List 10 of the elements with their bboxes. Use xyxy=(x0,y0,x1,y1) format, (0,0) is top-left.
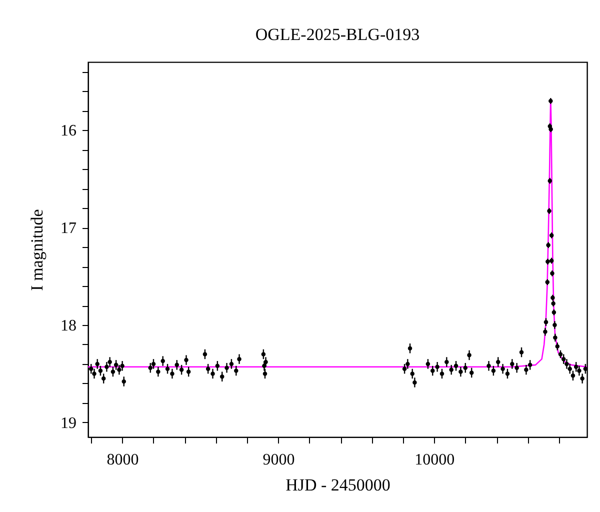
y-tick-label: 17 xyxy=(60,220,76,238)
x-tick-label: 9000 xyxy=(262,452,295,468)
y-tick-label: 18 xyxy=(60,317,76,334)
chart-title: OGLE-2025-BLG-0193 xyxy=(255,25,420,44)
x-tick-label: 8000 xyxy=(106,452,139,468)
x-axis-title: HJD - 2450000 xyxy=(286,476,390,494)
y-tick-label: 16 xyxy=(60,122,76,140)
y-tick-label: 19 xyxy=(60,414,76,432)
y-axis-title: I magnitude xyxy=(28,209,46,291)
x-tick-label: 10000 xyxy=(414,452,455,468)
